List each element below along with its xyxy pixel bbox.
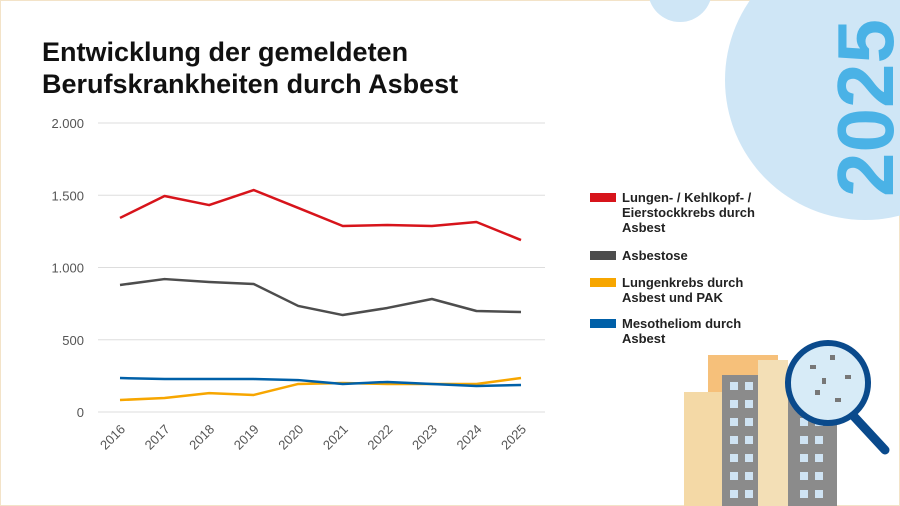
- legend-item: Lungen- / Kehlkopf- / Eierstockkrebs dur…: [590, 190, 780, 235]
- year-badge: 2025: [821, 19, 900, 197]
- y-tick-label: 500: [62, 333, 84, 348]
- legend-swatch: [590, 193, 616, 202]
- x-tick-label: 2019: [231, 422, 262, 453]
- deco-circle: [649, 0, 711, 22]
- x-tick-label: 2016: [97, 422, 128, 453]
- y-tick-label: 1.500: [51, 188, 84, 203]
- legend-label: Asbestose: [622, 248, 688, 263]
- y-tick-label: 2.000: [51, 116, 84, 131]
- legend-swatch: [590, 278, 616, 287]
- x-tick-label: 2025: [498, 422, 529, 453]
- x-tick-label: 2023: [409, 422, 440, 453]
- x-tick-label: 2022: [364, 422, 395, 453]
- x-tick-label: 2021: [320, 422, 351, 453]
- legend-label: Lungen- / Kehlkopf- / Eierstockkrebs dur…: [622, 190, 755, 235]
- legend-swatch: [590, 251, 616, 260]
- chart-title: Entwicklung der gemeldeten Berufskrankhe…: [42, 37, 459, 99]
- deco-circle: [725, 0, 900, 220]
- legend-swatch: [590, 319, 616, 328]
- legend-item: Lungenkrebs durch Asbest und PAK: [590, 275, 780, 305]
- legend-item: Mesotheliom durch Asbest: [590, 316, 780, 346]
- legend-label: Mesotheliom durch Asbest: [622, 316, 742, 346]
- x-tick-label: 2020: [275, 422, 306, 453]
- x-tick-label: 2018: [186, 422, 217, 453]
- series-line: [119, 376, 522, 388]
- x-tick-label: 2017: [142, 422, 173, 453]
- y-tick-label: 0: [77, 405, 84, 420]
- series-line: [119, 277, 522, 317]
- x-tick-label: 2024: [454, 422, 485, 453]
- legend-item: Asbestose: [590, 248, 780, 263]
- series-line: [119, 188, 522, 242]
- y-tick-label: 1.000: [51, 261, 84, 276]
- building-illustration: [684, 340, 890, 506]
- legend-label: Lungenkrebs durch Asbest und PAK: [622, 275, 744, 305]
